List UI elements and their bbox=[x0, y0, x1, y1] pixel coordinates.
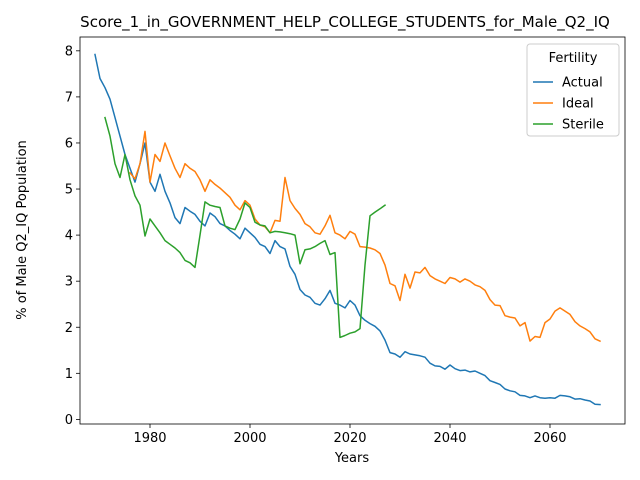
x-tick-label: 2020 bbox=[333, 431, 366, 446]
legend-label-actual: Actual bbox=[562, 76, 603, 91]
legend-title: Fertility bbox=[549, 51, 598, 66]
x-tick-label: 2000 bbox=[233, 431, 266, 446]
y-tick-label: 7 bbox=[65, 90, 73, 105]
y-tick-label: 0 bbox=[65, 413, 73, 428]
x-axis: 1980 2000 2020 2040 2060 bbox=[133, 424, 567, 446]
y-tick-label: 2 bbox=[65, 321, 73, 336]
x-axis-label: Years bbox=[334, 451, 370, 466]
y-axis-label: % of Male Q2_IQ Population bbox=[15, 140, 30, 320]
y-tick-label: 1 bbox=[65, 367, 73, 382]
x-tick-label: 2060 bbox=[533, 431, 566, 446]
series-line-sterile bbox=[104, 116, 387, 339]
series-line-ideal bbox=[128, 130, 601, 343]
x-tick-label: 2040 bbox=[433, 431, 466, 446]
x-tick-label: 1980 bbox=[133, 431, 166, 446]
legend-label-sterile: Sterile bbox=[562, 118, 604, 133]
plot-frame bbox=[79, 36, 626, 425]
y-axis: 0 1 2 3 4 5 6 7 8 bbox=[65, 44, 80, 428]
y-tick-label: 6 bbox=[65, 136, 73, 151]
series-line-actual bbox=[94, 53, 601, 406]
y-tick-label: 5 bbox=[65, 183, 73, 198]
y-tick-label: 4 bbox=[65, 229, 73, 244]
legend-label-ideal: Ideal bbox=[562, 97, 594, 112]
plot-area bbox=[94, 53, 601, 406]
y-tick-label: 8 bbox=[65, 44, 73, 59]
chart-title: Score_1_in_GOVERNMENT_HELP_COLLEGE_STUDE… bbox=[80, 13, 610, 32]
legend-box bbox=[526, 43, 620, 137]
y-tick-label: 3 bbox=[65, 275, 73, 290]
legend: Fertility Actual Ideal Sterile bbox=[526, 43, 620, 137]
